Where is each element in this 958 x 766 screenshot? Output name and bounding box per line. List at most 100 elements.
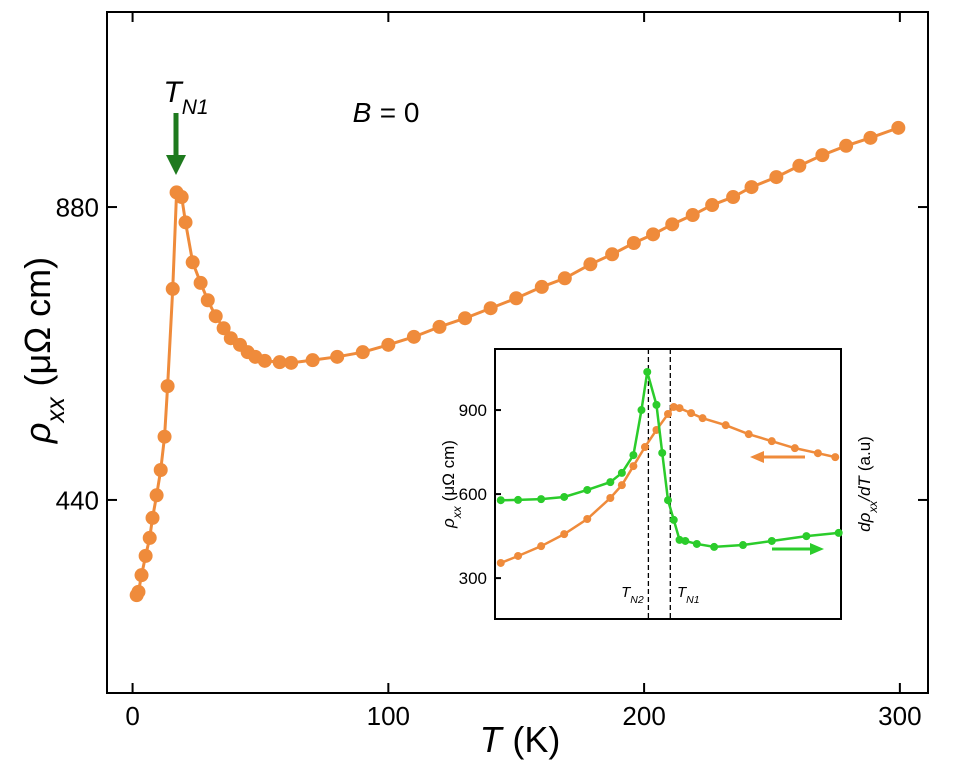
data-point (606, 478, 615, 487)
data-point (815, 148, 830, 163)
annotation-part: N1 (182, 96, 209, 119)
y-tick-label: 440 (56, 485, 99, 515)
data-point (626, 235, 641, 250)
data-point (606, 494, 615, 503)
data-point (687, 409, 696, 418)
data-point (330, 349, 345, 364)
y-axis-label: ρxx (μΩ cm) (17, 257, 70, 444)
y-tick-label: 900 (459, 401, 487, 420)
y2-axis-label-part: dρ (855, 512, 874, 531)
data-point (681, 536, 690, 545)
data-point (458, 311, 473, 326)
data-point (658, 448, 667, 457)
data-point (640, 443, 649, 452)
data-point (496, 558, 505, 567)
data-point (669, 515, 678, 524)
annotation-part: = 0 (380, 97, 420, 128)
x-tick-label: 0 (125, 701, 139, 731)
marker-label-part: N1 (686, 594, 699, 606)
data-point (738, 541, 747, 550)
data-point (381, 337, 396, 352)
x-tick-label: 100 (367, 701, 410, 731)
data-point (149, 488, 164, 503)
data-point (557, 271, 572, 286)
data-point (605, 247, 620, 262)
data-point (637, 406, 646, 415)
data-point (483, 301, 498, 316)
data-point (178, 215, 193, 230)
y-axis-label-part: xx (42, 396, 70, 425)
series-line (135, 126, 899, 596)
marker-label-part: N2 (630, 594, 644, 606)
data-point (769, 170, 784, 185)
y-axis-label-part: (μΩ cm) (439, 440, 458, 501)
marker-label-part: T (677, 584, 688, 601)
x-tick-label: 200 (622, 701, 665, 731)
data-point (355, 345, 370, 360)
data-point (153, 462, 168, 477)
y2-axis-label-part: (a.u) (855, 436, 874, 471)
x-axis-label-part: T (480, 719, 505, 760)
x-axis-label: T (K) (480, 719, 561, 760)
data-point (216, 321, 231, 336)
y2-axis-label-part: T (855, 475, 874, 487)
data-point (698, 414, 707, 423)
data-point (160, 379, 175, 394)
y-axis-label-part: xx (450, 505, 464, 519)
data-point (664, 496, 672, 505)
data-point (157, 429, 172, 444)
data-point (284, 355, 299, 370)
y2-axis-label-part: xx (866, 500, 880, 514)
data-point (514, 551, 523, 560)
data-point (142, 530, 157, 545)
data-point (200, 293, 215, 308)
data-point (537, 542, 546, 551)
data-point (406, 329, 421, 344)
data-point (629, 451, 638, 460)
data-point (560, 530, 569, 539)
data-point (839, 138, 854, 153)
data-point (831, 453, 840, 462)
data-point (664, 409, 672, 418)
data-point (165, 281, 180, 296)
data-point (767, 437, 776, 446)
data-point (790, 444, 799, 453)
inset-arrows (750, 451, 824, 555)
y-tick-label: 880 (56, 192, 99, 222)
data-point (134, 568, 149, 583)
annotation: B = 0 (353, 97, 420, 128)
data-point (208, 309, 223, 324)
data-point (560, 492, 569, 501)
data-point (537, 495, 546, 504)
data-point (813, 449, 822, 458)
data-point (863, 130, 878, 145)
data-point (685, 208, 700, 223)
data-point (744, 180, 759, 195)
marker-label-part: T (621, 584, 632, 601)
data-point (891, 120, 906, 135)
data-point (705, 198, 720, 213)
data-point (257, 353, 272, 368)
data-point (617, 468, 626, 477)
data-point (675, 404, 684, 413)
data-point (131, 584, 146, 599)
data-point (721, 421, 730, 430)
y-axis-label: ρxx (μΩ cm) (439, 440, 464, 529)
data-point (496, 496, 505, 505)
data-point (744, 430, 753, 439)
data-point (629, 462, 638, 471)
y2-axis-label: dρxx/dT (a.u) (855, 436, 880, 532)
data-point (272, 355, 287, 370)
y-axis-label-part: ρ (439, 518, 458, 529)
data-point (802, 532, 811, 541)
data-point (509, 291, 524, 306)
annotation-part: T (163, 76, 184, 109)
data-point (665, 217, 680, 232)
data-point (692, 539, 701, 548)
annotation-part: B (353, 97, 372, 128)
data-point (583, 257, 598, 272)
data-point (305, 353, 320, 368)
x-tick-label: 300 (878, 701, 921, 731)
data-point (138, 548, 153, 563)
